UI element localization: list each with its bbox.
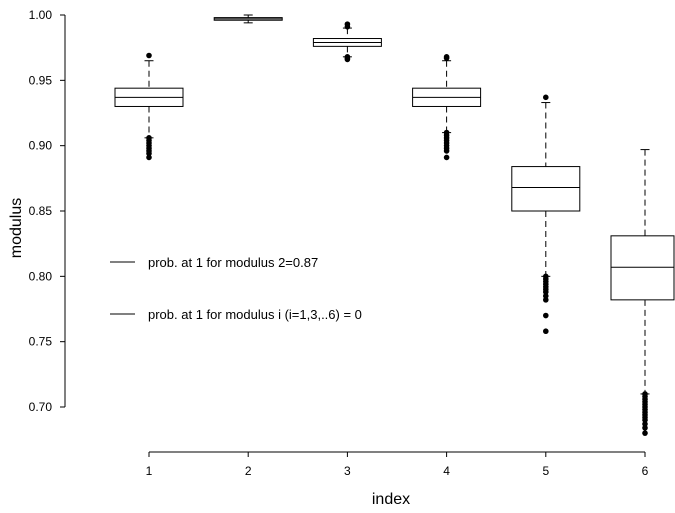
box — [511, 166, 581, 212]
boxplot-5 — [511, 94, 581, 335]
outlier-point — [146, 150, 152, 157]
legend: prob. at 1 for modulus 2=0.87 prob. at 1 … — [110, 255, 362, 322]
y-axis: 0.70 0.75 0.80 0.85 0.90 0.95 1.00 — [29, 8, 66, 414]
outlier-point — [642, 421, 648, 427]
y-tick-label: 0.90 — [29, 139, 53, 153]
outlier-point — [443, 55, 450, 61]
outlier-point — [642, 430, 648, 436]
legend-label: prob. at 1 for modulus 2=0.87 — [148, 255, 318, 270]
outlier-point — [344, 23, 351, 30]
x-tick-label: 1 — [146, 464, 153, 478]
x-tick-label: 3 — [344, 464, 351, 478]
y-tick-label: 0.95 — [29, 73, 53, 87]
legend-label: prob. at 1 for modulus i (i=1,3,..6) = 0 — [148, 307, 362, 322]
outlier-point — [642, 417, 648, 423]
boxplot-1 — [114, 52, 184, 161]
boxplot-3 — [312, 21, 382, 63]
y-tick-label: 1.00 — [29, 8, 53, 22]
outlier-point — [146, 52, 152, 59]
boxplots — [114, 14, 675, 436]
x-tick-label: 6 — [642, 464, 649, 478]
x-tick-label: 5 — [542, 464, 549, 478]
outlier-point — [543, 94, 549, 101]
outlier-point — [543, 328, 549, 335]
y-tick-label: 0.80 — [29, 269, 53, 283]
outlier-point — [543, 297, 549, 303]
boxplot-4 — [412, 54, 482, 161]
x-tick-label: 2 — [245, 464, 252, 478]
boxplot-6 — [610, 149, 675, 436]
x-axis: 1 2 3 4 5 6 — [146, 451, 649, 478]
y-tick-label: 0.75 — [29, 335, 53, 349]
outlier-point — [543, 312, 549, 319]
boxplot-2 — [213, 14, 283, 24]
x-tick-label: 4 — [443, 464, 450, 478]
outlier-point — [443, 148, 450, 154]
outlier-point — [344, 56, 351, 63]
outlier-point — [146, 154, 152, 161]
outlier-point — [543, 289, 549, 295]
outlier-point — [543, 293, 549, 299]
x-axis-title: index — [372, 491, 410, 508]
y-axis-title: modulus — [8, 198, 25, 258]
outlier-point — [642, 425, 648, 431]
box — [610, 235, 675, 301]
y-tick-label: 0.85 — [29, 204, 53, 218]
y-tick-label: 0.70 — [29, 400, 53, 414]
outlier-point — [443, 154, 450, 161]
